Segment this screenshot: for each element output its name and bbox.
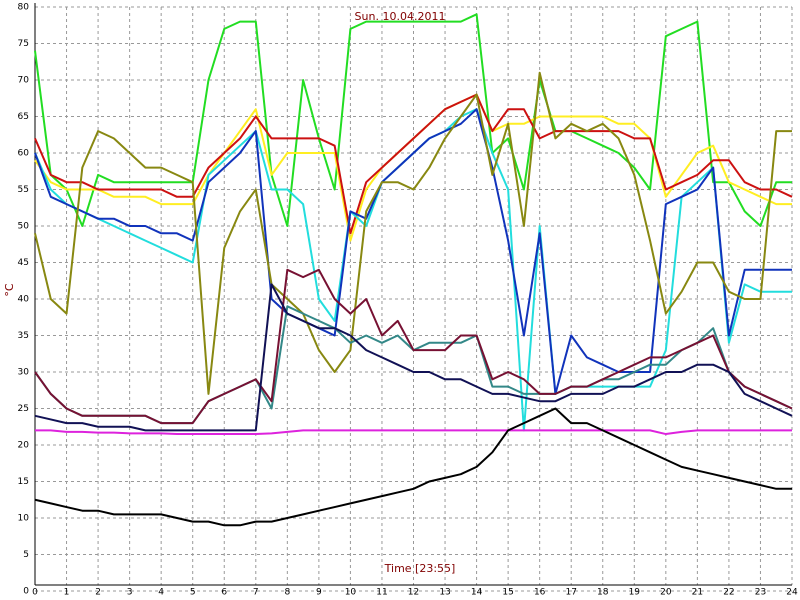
x-tick-label: 2 (95, 588, 101, 598)
y-tick-label: 55 (18, 185, 29, 195)
y-tick-label: 65 (18, 112, 29, 122)
series-line (34, 283, 793, 432)
x-tick-label: 14 (471, 588, 483, 598)
y-tick-label: 75 (18, 39, 29, 49)
series-line (34, 93, 793, 235)
x-tick-label: 21 (692, 588, 703, 598)
y-tick-label: 25 (18, 404, 29, 414)
y-tick-label: 45 (18, 258, 29, 268)
x-tick-label: 3 (127, 588, 133, 598)
x-tick-label: 0 (32, 588, 38, 598)
x-tick-label: 22 (723, 588, 734, 598)
y-tick-label: 20 (18, 441, 30, 451)
y-tick-label: 0 (23, 587, 29, 597)
x-tick-label: 5 (190, 588, 196, 598)
chart-title: Sun. 10.04.2011 (355, 10, 446, 23)
x-tick-label: 16 (534, 588, 546, 598)
y-tick-label: 70 (18, 76, 30, 86)
y-tick-label: 60 (18, 149, 30, 159)
y-axis-label: °C (3, 283, 16, 297)
x-tick-label: 12 (408, 588, 419, 598)
series-line (35, 429, 792, 436)
y-tick-label: 5 (23, 550, 29, 560)
series-line (34, 13, 792, 227)
series-line (34, 407, 792, 527)
x-tick-label: 23 (755, 588, 766, 598)
x-tick-label: 20 (660, 588, 672, 598)
y-tick-label: 15 (18, 477, 29, 487)
y-tick-label: 80 (18, 3, 30, 13)
y-tick-label: 30 (18, 368, 30, 378)
x-tick-label: 13 (439, 588, 450, 598)
x-tick-label: 15 (502, 588, 513, 598)
x-tick-label: 11 (376, 588, 387, 598)
x-tick-label: 1 (64, 588, 70, 598)
x-tick-label: 6 (221, 588, 227, 598)
y-tick-label: 50 (18, 222, 30, 232)
x-tick-label: 9 (316, 588, 322, 598)
x-tick-label: 4 (158, 588, 164, 598)
x-tick-label: 8 (284, 588, 290, 598)
series-line (34, 268, 793, 425)
series-line (34, 108, 792, 395)
x-tick-label: 17 (565, 588, 576, 598)
y-tick-label: 40 (18, 295, 30, 305)
x-tick-label: 24 (786, 588, 798, 598)
x-axis-label: Time [23:55] (384, 562, 456, 575)
x-tick-label: 19 (629, 588, 641, 598)
y-tick-label: 10 (18, 514, 30, 524)
series-line (34, 71, 792, 395)
x-tick-label: 18 (597, 588, 609, 598)
x-tick-label: 7 (253, 588, 259, 598)
y-tick-label: 35 (18, 331, 29, 341)
x-tick-label: 10 (345, 588, 357, 598)
